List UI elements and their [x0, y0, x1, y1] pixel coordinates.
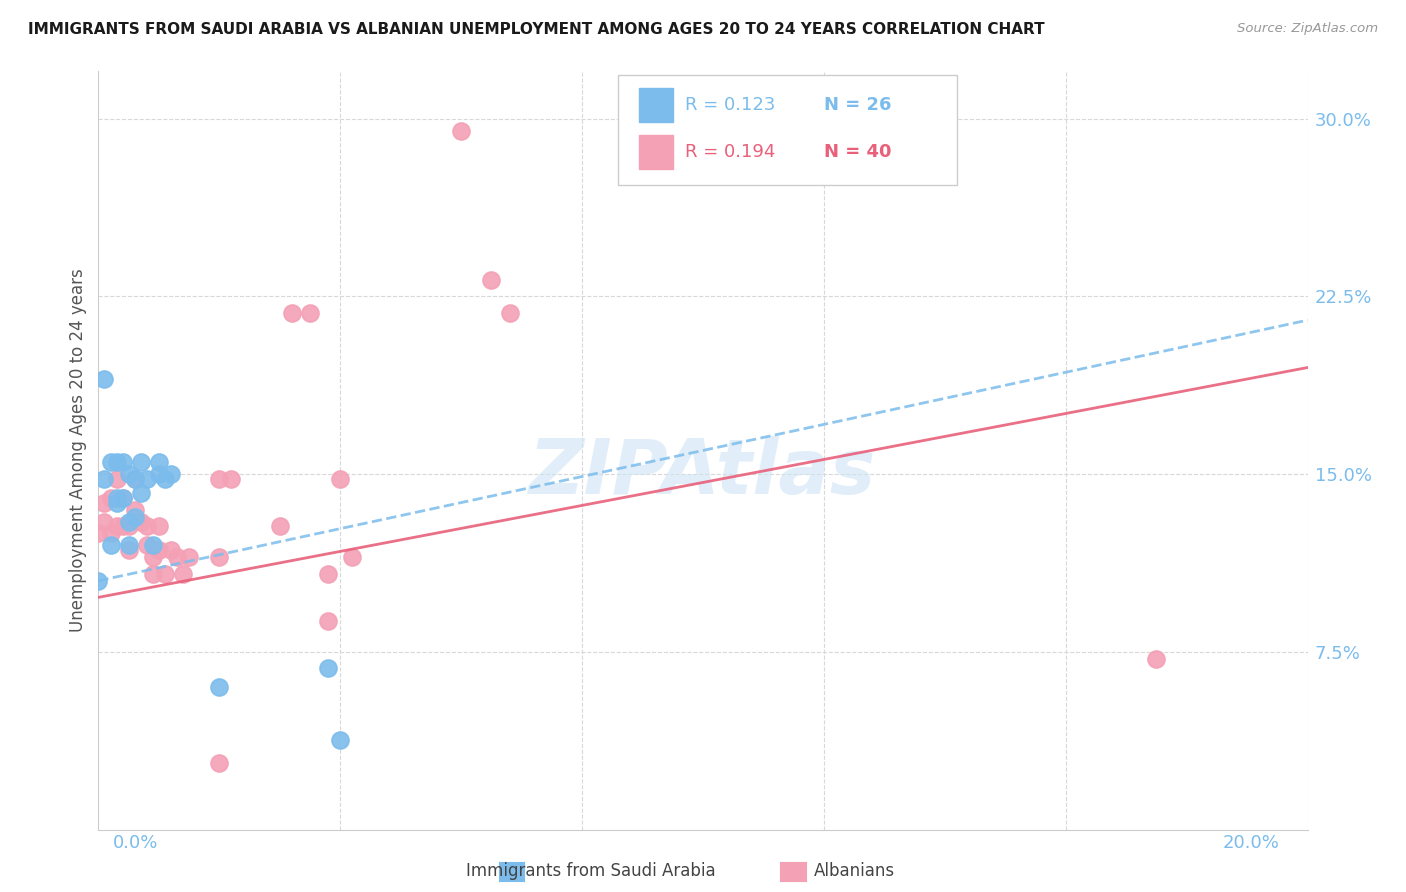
Point	[105, 491, 128, 505]
Point	[450, 123, 472, 137]
Point	[153, 472, 176, 486]
Point	[100, 538, 122, 552]
Point	[129, 455, 152, 469]
Point	[498, 306, 520, 320]
Point	[105, 455, 128, 469]
Point	[124, 502, 146, 516]
Point	[135, 472, 157, 486]
Text: 0.0%: 0.0%	[112, 834, 157, 852]
Point	[135, 519, 157, 533]
Point	[87, 574, 110, 588]
Point	[111, 455, 134, 469]
Point	[105, 472, 128, 486]
Text: Immigrants from Saudi Arabia: Immigrants from Saudi Arabia	[465, 863, 716, 880]
Point	[111, 491, 134, 505]
Point	[316, 566, 339, 581]
Point	[316, 614, 339, 628]
Text: R = 0.123: R = 0.123	[685, 95, 775, 114]
Point	[87, 526, 110, 541]
Text: IMMIGRANTS FROM SAUDI ARABIA VS ALBANIAN UNEMPLOYMENT AMONG AGES 20 TO 24 YEARS : IMMIGRANTS FROM SAUDI ARABIA VS ALBANIAN…	[28, 22, 1045, 37]
Point	[281, 306, 304, 320]
Point	[111, 519, 134, 533]
Text: Albanians: Albanians	[814, 863, 896, 880]
Point	[124, 472, 146, 486]
Text: Source: ZipAtlas.com: Source: ZipAtlas.com	[1237, 22, 1378, 36]
Point	[148, 543, 170, 558]
Bar	[638, 87, 673, 122]
Point	[179, 550, 201, 565]
Point	[208, 472, 231, 486]
Point	[148, 467, 170, 482]
Point	[124, 509, 146, 524]
Point	[142, 566, 165, 581]
Point	[118, 467, 141, 482]
Point	[148, 519, 170, 533]
Point	[1144, 652, 1167, 666]
Point	[118, 519, 141, 533]
Point	[208, 550, 231, 565]
Point	[160, 467, 183, 482]
Point	[118, 538, 141, 552]
Point	[100, 455, 122, 469]
Point	[172, 566, 194, 581]
Point	[481, 273, 503, 287]
Point	[129, 486, 152, 500]
Point	[208, 756, 231, 771]
Point	[129, 515, 152, 529]
Point	[100, 491, 122, 505]
Bar	[638, 135, 673, 169]
Point	[93, 495, 115, 509]
Point	[208, 681, 231, 695]
Text: N = 40: N = 40	[824, 143, 891, 161]
Point	[105, 495, 128, 509]
Point	[105, 519, 128, 533]
Point	[142, 538, 165, 552]
Text: 20.0%: 20.0%	[1223, 834, 1279, 852]
Point	[221, 472, 243, 486]
Point	[142, 550, 165, 565]
Point	[329, 472, 352, 486]
Point	[135, 538, 157, 552]
Point	[100, 526, 122, 541]
Text: N = 26: N = 26	[824, 95, 891, 114]
Point	[160, 543, 183, 558]
Text: R = 0.194: R = 0.194	[685, 143, 775, 161]
Point	[93, 372, 115, 386]
Point	[166, 550, 188, 565]
FancyBboxPatch shape	[619, 75, 957, 186]
Point	[148, 455, 170, 469]
Point	[111, 491, 134, 505]
Y-axis label: Unemployment Among Ages 20 to 24 years: Unemployment Among Ages 20 to 24 years	[69, 268, 87, 632]
Point	[118, 515, 141, 529]
Text: ZIPAtlas: ZIPAtlas	[529, 436, 877, 510]
Point	[93, 515, 115, 529]
Point	[153, 566, 176, 581]
Point	[342, 550, 364, 565]
Point	[316, 661, 339, 675]
Point	[329, 732, 352, 747]
Point	[299, 306, 322, 320]
Point	[93, 472, 115, 486]
Point	[269, 519, 291, 533]
Point	[118, 543, 141, 558]
Point	[124, 472, 146, 486]
